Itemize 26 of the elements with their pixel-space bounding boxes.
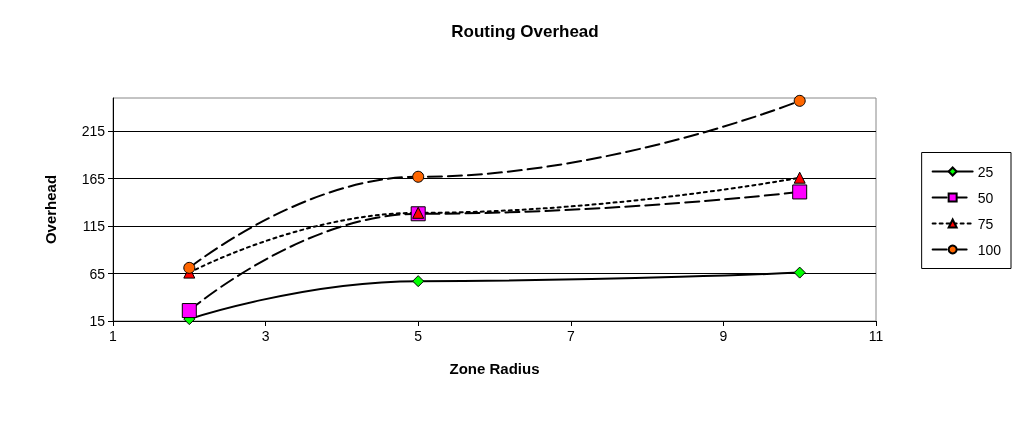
x-tick-label: 3 xyxy=(261,328,270,344)
chart-title: Routing Overhead xyxy=(451,22,599,41)
point xyxy=(793,94,806,107)
y-axis-title: Overhead xyxy=(42,174,59,245)
point xyxy=(181,303,197,319)
legend-label: 25 xyxy=(977,163,994,180)
x-axis-title: Zone Radius xyxy=(449,360,540,377)
x-tick-label: 1 xyxy=(109,328,118,344)
point xyxy=(793,171,806,184)
y-tick-label: 165 xyxy=(81,170,106,187)
legend-label: 50 xyxy=(977,189,994,206)
point xyxy=(792,184,808,200)
point xyxy=(412,275,425,288)
x-tick-label: 7 xyxy=(566,328,575,344)
y-tick-label: 215 xyxy=(81,123,106,140)
y-tick-label: 65 xyxy=(89,265,106,282)
point xyxy=(183,261,196,274)
y-tick-label: 15 xyxy=(89,313,106,329)
x-tick-label: 5 xyxy=(414,328,423,344)
x-tick-label: 9 xyxy=(719,328,728,344)
point xyxy=(412,170,425,183)
point xyxy=(793,266,806,279)
legend-label: 100 xyxy=(977,241,1002,258)
x-tick-label: 11 xyxy=(868,328,884,344)
legend-label: 75 xyxy=(977,215,994,232)
y-tick-label: 115 xyxy=(82,218,106,235)
